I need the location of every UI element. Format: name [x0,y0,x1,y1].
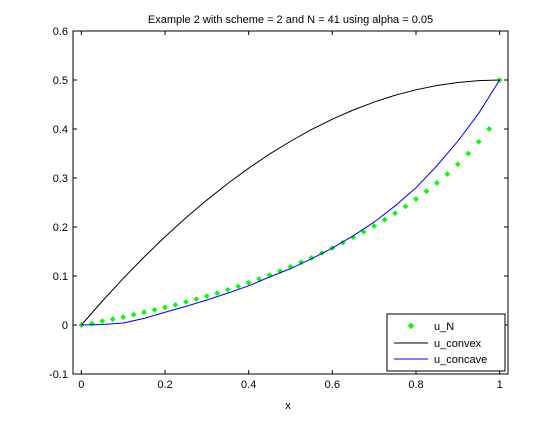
y-tick-label: 0.3 [53,173,68,185]
x-axis-label: x [285,400,291,412]
x-tick-label: 0.2 [157,379,172,391]
data-point-u-N [413,196,419,203]
y-tick-label: 0.1 [53,271,68,283]
data-point-u-N [360,228,367,235]
legend-label-u-concave: u_concave [434,354,487,366]
data-point-u-N [88,320,95,327]
legend: u_N u_convex u_concave [386,313,506,372]
data-point-u-N [339,239,346,246]
x-tick-label: 1 [497,379,503,391]
y-tick-label: 0.6 [53,26,68,38]
data-point-u-N [182,299,189,305]
data-point-u-N [130,311,137,318]
data-point-u-N [120,314,127,321]
x-tick-label: 0.8 [408,379,423,391]
legend-swatch-u-N [407,322,415,330]
data-point-u-N [235,283,242,290]
tick-layer: 0 0.2 0.4 0.6 0.8 1 -0.1 0 0.1 0.2 0.3 0.4 0.5 0.6 [49,26,508,391]
legend-label-u-convex: u_convex [434,338,482,350]
data-point-u-N [444,171,451,178]
data-point-u-N [141,309,148,316]
y-tick-label: 0.2 [53,222,68,234]
chart-title: Example 2 with scheme = 2 and N = 41 usi… [148,14,433,26]
data-point-u-N [475,138,482,145]
data-point-u-N [465,150,472,157]
data-point-u-N [99,318,106,325]
data-point-u-N [308,254,315,261]
legend-label-u-N: u_N [434,321,454,333]
data-point-u-N [402,203,409,210]
axes-box [72,30,509,375]
data-point-u-N [203,293,210,300]
x-tick-label: 0.4 [241,379,256,391]
series-layer [78,77,503,328]
data-point-u-N [162,304,168,311]
data-point-u-N [392,210,399,217]
data-point-u-N [423,188,430,195]
data-point-u-N [214,290,221,297]
y-tick-label: 0.4 [53,124,68,136]
y-tick-label: 0 [62,320,68,332]
data-point-u-N [224,286,231,293]
x-tick-label: 0 [78,379,84,391]
data-point-u-N [496,77,503,83]
data-point-u-N [172,301,179,308]
data-point-u-N [433,179,440,186]
y-tick-label: 0.5 [53,75,68,87]
data-point-u-N [381,216,388,223]
data-point-u-N [193,296,200,302]
y-tick-label: -0.1 [49,369,68,381]
data-point-u-N [266,272,273,278]
series-line-u-convex [80,79,500,326]
data-point-u-N [454,161,461,168]
series-line-u-concave [81,79,501,326]
x-tick-label: 0.6 [325,379,340,391]
data-point-u-N [486,126,493,132]
data-point-u-N [151,306,158,313]
data-point-u-N [109,316,116,323]
data-point-u-N [371,223,378,229]
